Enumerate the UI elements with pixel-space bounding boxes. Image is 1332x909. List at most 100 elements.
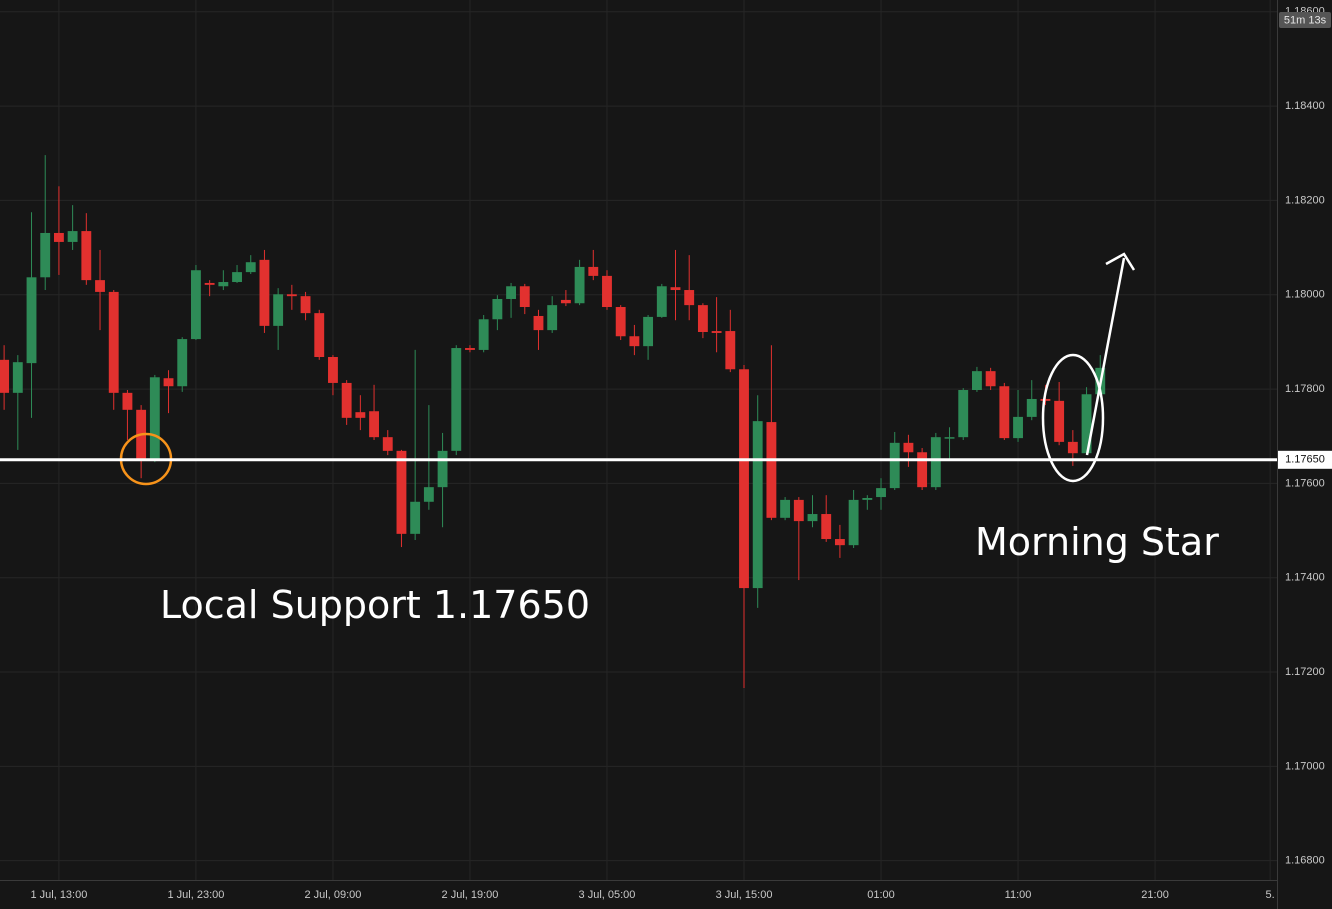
x-tick-label: 2 Jul, 19:00 [442,889,499,901]
candle-body [410,501,421,534]
candle-body [889,442,900,489]
annotation: Morning Star [975,520,1219,564]
candle-body [232,272,242,283]
candle-body [1067,441,1078,454]
candle-body [834,539,845,546]
candle-body [40,232,51,278]
candle-body [725,331,736,370]
x-tick-label: 2 Jul, 09:00 [305,889,362,901]
candle-body [53,232,64,242]
candle-body [108,291,119,393]
candle-body [1040,398,1051,401]
x-tick-label: 3 Jul, 05:00 [579,889,636,901]
y-tick-label: 1.17600 [1285,477,1325,489]
timer-box [1279,12,1331,28]
x-tick-label: 1 Jul, 23:00 [167,889,224,901]
candle-body [382,437,393,451]
candle-body [588,266,599,276]
candle-body [286,294,297,297]
candle-body [355,412,366,418]
candle-body [971,371,982,391]
candle-body [615,307,626,337]
y-tick-label: 1.17400 [1285,572,1325,584]
candle-body [26,277,37,364]
candle-body [218,282,229,287]
candle-body [1081,394,1092,454]
candles [0,155,1106,689]
candle-body [465,348,475,350]
candle-body [95,280,105,292]
candle-body [944,437,955,439]
y-tick-label: 1.18400 [1285,100,1325,112]
x-tick-label: 3 Jul, 15:00 [716,889,773,901]
x-tick-label: 1 Jul, 13:00 [30,889,87,901]
candle-body [999,386,1010,439]
price-tag [1278,450,1332,469]
candle-body [177,339,188,387]
candle-body [697,305,708,333]
y-tick-label: 1.17800 [1285,383,1325,395]
candle-body [670,287,681,291]
candle-body [300,296,311,314]
y-tick-label: 1.17000 [1285,760,1325,772]
candle-body [1013,416,1023,439]
candle-body [903,442,914,453]
candle-body [67,231,78,242]
candle-body [656,286,667,317]
annotation: Local Support 1.17650 [160,583,590,627]
candle-body [574,266,585,304]
candle-body [451,348,462,451]
candle-body [917,452,928,488]
candle-body [958,390,969,438]
y-tick-label: 1.16800 [1285,855,1325,867]
arrow-shaft [1085,257,1126,456]
candle-body [149,377,160,460]
candle-body [369,411,379,438]
candle-body [560,299,571,304]
candle-body [862,498,873,500]
candle-body [328,356,338,383]
candle-body [423,487,434,502]
candle-body [752,421,763,589]
candle-body [985,371,996,387]
candle-body [793,499,804,522]
candle-body [259,259,270,326]
candle-body [163,378,174,387]
candle-body [807,514,818,522]
axes: 1.186001.184001.182001.180001.178001.176… [30,6,1324,901]
candle-body [547,305,558,331]
price-tag-label: 1.17650 [1285,454,1325,466]
candle-body [848,499,859,546]
candle-body [1054,400,1065,442]
candle-body [739,369,749,589]
candle-body [821,514,832,540]
candle-body [341,382,352,418]
candle-body [273,294,284,326]
x-tick-label: 21:00 [1141,889,1169,901]
candle-body [533,315,544,331]
candle-body [245,262,256,273]
candle-body [122,392,133,410]
y-tick-label: 1.18000 [1285,289,1325,301]
candle-body [629,336,640,347]
candle-body [643,316,654,347]
candle-body [492,298,503,320]
candle-body [930,437,941,488]
x-tick-label: 5. [1266,889,1275,901]
candle-body [396,450,407,534]
candle-body [191,270,201,340]
y-tick-label: 1.17200 [1285,666,1325,678]
candle-body [204,282,215,285]
candle-body [478,319,489,350]
candle-body [0,359,10,393]
candle-body [12,362,23,393]
x-tick-label: 11:00 [1005,889,1032,901]
candle-body [81,231,92,281]
candle-body [1026,398,1037,417]
candle-body [314,313,325,357]
pattern-ellipse [1041,353,1105,483]
candle-body [506,286,517,299]
timer-label: 51m 13s [1284,14,1327,26]
